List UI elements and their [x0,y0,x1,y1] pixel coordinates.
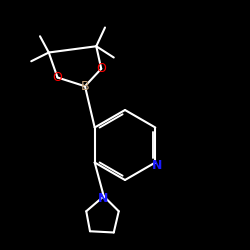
Text: N: N [152,158,162,172]
Text: B: B [81,80,89,93]
Text: O: O [52,71,62,84]
Text: N: N [98,192,108,205]
Text: O: O [96,62,106,75]
